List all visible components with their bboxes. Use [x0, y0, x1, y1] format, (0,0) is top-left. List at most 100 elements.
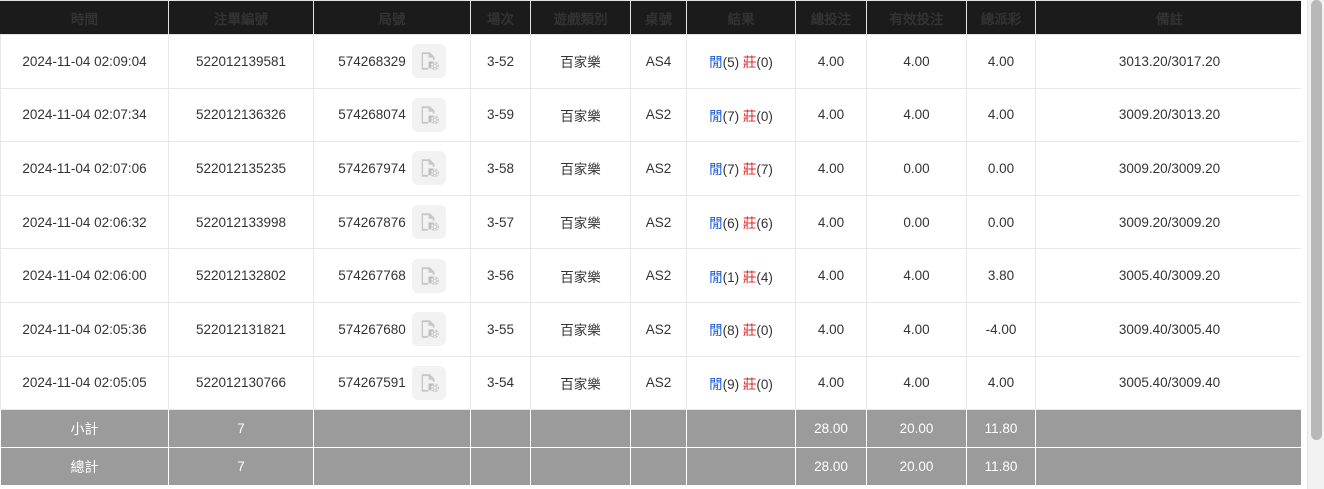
summary-empty-session — [470, 447, 531, 487]
table-row[interactable]: 2024-11-04 02:07:06 522012135235 574267974… — [0, 141, 1304, 196]
result-banker-value: (6) — [756, 216, 773, 232]
result-player-label: 閒 — [709, 269, 723, 285]
cell-time: 2024-11-04 02:06:32 — [0, 194, 169, 250]
round-cell-content: 574268074 — [318, 89, 466, 141]
table-row[interactable]: 2024-11-04 02:06:32 522012133998 574267876… — [0, 194, 1304, 250]
table-row[interactable]: 2024-11-04 02:07:34 522012136326 574268074… — [0, 87, 1304, 143]
video-file-icon[interactable] — [411, 151, 446, 186]
scrollbar-thumb[interactable] — [1311, 0, 1322, 440]
cell-order-no: 522012133998 — [168, 194, 314, 250]
cell-valid-bet: 4.00 — [866, 34, 967, 89]
column-header-total-bet[interactable]: 總投注 — [795, 0, 867, 35]
cell-table-no: AS2 — [630, 141, 687, 196]
cell-time: 2024-11-04 02:07:34 — [0, 87, 169, 143]
video-file-icon[interactable] — [411, 44, 446, 79]
cell-valid-bet: 0.00 — [866, 141, 967, 196]
column-header-valid-bet[interactable]: 有效投注 — [866, 0, 967, 35]
cell-total-bet: 4.00 — [795, 355, 867, 411]
result-player-value: (9) — [722, 376, 740, 392]
summary-empty-game-type — [530, 409, 631, 449]
cell-game-type: 百家樂 — [530, 34, 631, 89]
cell-payout: 4.00 — [966, 355, 1036, 411]
cell-round-no: 574267680 — [313, 301, 471, 357]
summary-row: 總計 7 28.00 20.00 11.80 — [0, 447, 1304, 487]
cell-table-no: AS2 — [630, 194, 687, 250]
result-player-label: 閒 — [709, 162, 723, 178]
video-file-icon[interactable] — [411, 205, 446, 240]
summary-empty-game-type — [530, 447, 631, 487]
cell-valid-bet: 4.00 — [866, 248, 967, 303]
result-player-value: (7) — [722, 162, 740, 178]
cell-valid-bet: 4.00 — [866, 355, 967, 411]
cell-game-type: 百家樂 — [530, 141, 631, 196]
column-header-table-no[interactable]: 桌號 — [630, 0, 687, 35]
vertical-scrollbar[interactable] — [1307, 0, 1324, 489]
column-header-session[interactable]: 場次 — [470, 0, 531, 35]
cell-order-no: 522012136326 — [168, 87, 314, 143]
cell-remark: 3009.40/3005.40 — [1035, 301, 1304, 357]
cell-time: 2024-11-04 02:05:05 — [0, 355, 169, 411]
round-no-text: 574267591 — [338, 375, 406, 391]
summary-label: 總計 — [0, 447, 169, 487]
table-row[interactable]: 2024-11-04 02:06:00 522012132802 574267768… — [0, 248, 1304, 303]
result-player-value: (5) — [722, 55, 740, 71]
cell-result: 閒(1) 莊(4) — [686, 248, 796, 303]
column-header-round-no[interactable]: 局號 — [313, 0, 471, 35]
cell-round-no: 574267591 — [313, 355, 471, 411]
cell-table-no: AS2 — [630, 355, 687, 411]
cell-remark: 3013.20/3017.20 — [1035, 34, 1304, 89]
round-no-text: 574267680 — [338, 321, 406, 337]
result-player-label: 閒 — [709, 216, 723, 232]
table-row[interactable]: 2024-11-04 02:05:36 522012131821 574267680… — [0, 301, 1304, 357]
column-header-remark[interactable]: 備註 — [1035, 0, 1304, 35]
cell-remark: 3009.20/3009.20 — [1035, 194, 1304, 250]
cell-session: 3-56 — [470, 248, 531, 303]
round-no-text: 574267974 — [338, 160, 406, 176]
cell-remark: 3009.20/3013.20 — [1035, 87, 1304, 143]
result-player-label: 閒 — [709, 323, 723, 339]
video-file-icon[interactable] — [411, 312, 446, 347]
cell-payout: 0.00 — [966, 194, 1036, 250]
cell-total-bet: 4.00 — [795, 34, 867, 89]
result-banker-label: 莊 — [742, 55, 757, 71]
summary-label: 小計 — [0, 409, 169, 449]
round-no-text: 574267876 — [338, 214, 406, 230]
result-banker-value: (0) — [756, 108, 773, 124]
cell-table-no: AS2 — [630, 301, 687, 357]
video-file-icon[interactable] — [411, 365, 446, 400]
cell-remark: 3009.20/3009.20 — [1035, 141, 1304, 196]
round-cell-content: 574267768 — [318, 250, 466, 302]
result-player-value: (8) — [722, 323, 740, 339]
round-no-text: 574268329 — [338, 53, 406, 69]
cell-round-no: 574267876 — [313, 194, 471, 250]
summary-empty-session — [470, 409, 531, 449]
video-file-icon[interactable] — [411, 258, 446, 293]
column-header-order-no[interactable]: 注單編號 — [168, 0, 314, 35]
table-body: 2024-11-04 02:09:04 522012139581 574268329… — [0, 34, 1304, 487]
cell-valid-bet: 4.00 — [866, 87, 967, 143]
column-header-result[interactable]: 結果 — [686, 0, 796, 35]
result-banker-value: (0) — [756, 323, 773, 339]
summary-count: 7 — [168, 409, 314, 449]
round-cell-content: 574267876 — [318, 196, 466, 248]
table-row[interactable]: 2024-11-04 02:09:04 522012139581 574268329… — [0, 34, 1304, 89]
cell-session: 3-57 — [470, 194, 531, 250]
result-banker-label: 莊 — [742, 376, 757, 392]
column-header-time[interactable]: 時間 — [0, 0, 169, 35]
result-player-value: (1) — [722, 269, 740, 285]
result-banker-label: 莊 — [742, 108, 757, 124]
column-header-game-type[interactable]: 遊戲類別 — [530, 0, 631, 35]
video-file-icon[interactable] — [411, 97, 446, 132]
summary-valid-bet: 20.00 — [866, 447, 967, 487]
column-header-payout[interactable]: 總派彩 — [966, 0, 1036, 35]
cell-round-no: 574267974 — [313, 141, 471, 196]
summary-empty-table-no — [630, 447, 687, 487]
table-row[interactable]: 2024-11-04 02:05:05 522012130766 574267591… — [0, 355, 1304, 411]
round-cell-content: 574267974 — [318, 143, 466, 195]
result-player-label: 閒 — [709, 108, 723, 124]
cell-table-no: AS2 — [630, 87, 687, 143]
summary-empty-round — [313, 447, 471, 487]
cell-result: 閒(7) 莊(0) — [686, 87, 796, 143]
summary-count: 7 — [168, 447, 314, 487]
